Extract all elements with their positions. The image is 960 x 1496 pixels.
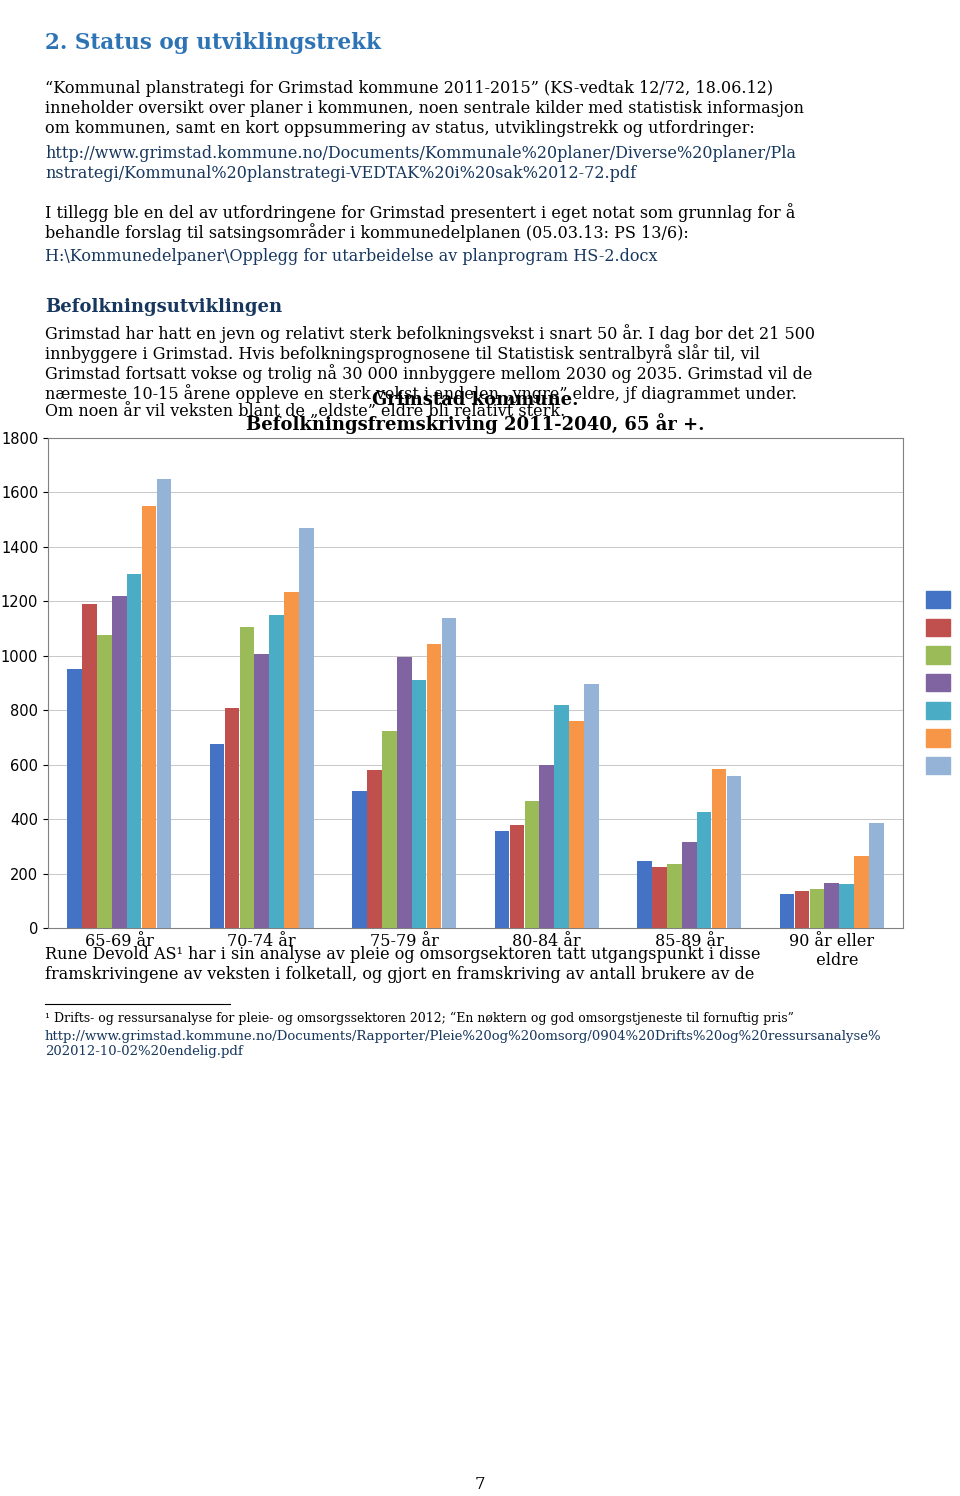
Bar — [284, 592, 299, 928]
Text: nstrategi/Kommunal%20planstrategi-VEDTAK%20i%20sak%2012-72.pdf: nstrategi/Kommunal%20planstrategi-VEDTAK… — [45, 165, 636, 183]
Bar — [727, 775, 741, 928]
Bar — [682, 842, 697, 928]
Bar — [209, 744, 224, 928]
Text: H:\Kommunedelpaner\Opplegg for utarbeidelse av planprogram HS-2.docx: H:\Kommunedelpaner\Opplegg for utarbeide… — [45, 248, 658, 265]
Bar — [870, 823, 884, 928]
Bar — [240, 627, 254, 928]
Bar — [397, 657, 412, 928]
Text: innbyggere i Grimstad. Hvis befolkningsprognosene til Statistisk sentralbyrå slå: innbyggere i Grimstad. Hvis befolkningsp… — [45, 344, 760, 364]
Bar — [540, 764, 554, 928]
Bar — [555, 705, 569, 928]
Bar — [442, 618, 456, 928]
Text: Grimstad fortsatt vokse og trolig nå 30 000 innbyggere mellom 2030 og 2035. Grim: Grimstad fortsatt vokse og trolig nå 30 … — [45, 364, 812, 383]
Bar — [569, 721, 584, 928]
Text: http://www.grimstad.kommune.no/Documents/Kommunale%20planer/Diverse%20planer/Pla: http://www.grimstad.kommune.no/Documents… — [45, 145, 796, 162]
Text: framskrivingene av veksten i folketall, og gjort en framskriving av antall bruke: framskrivingene av veksten i folketall, … — [45, 966, 755, 983]
Text: 7: 7 — [474, 1477, 486, 1493]
Bar — [780, 895, 794, 928]
Text: nærmeste 10-15 årene oppleve en sterk vekst i andelen „yngre” eldre, jf diagramm: nærmeste 10-15 årene oppleve en sterk ve… — [45, 384, 797, 402]
Text: 202012-10-02%20endelig.pdf: 202012-10-02%20endelig.pdf — [45, 1046, 243, 1058]
Bar — [142, 506, 156, 928]
Bar — [524, 802, 540, 928]
Bar — [809, 889, 824, 928]
Bar — [367, 770, 381, 928]
Legend: 2011, 2015, 2020, 2025, 2030, 2035, 2040: 2011, 2015, 2020, 2025, 2030, 2035, 2040 — [920, 585, 960, 781]
Bar — [97, 636, 111, 928]
Text: “Kommunal planstrategi for Grimstad kommune 2011-2015” (KS-vedtak 12/72, 18.06.1: “Kommunal planstrategi for Grimstad komm… — [45, 79, 773, 97]
Text: Om noen år vil veksten blant de „eldste” eldre bli relativt sterk.: Om noen år vil veksten blant de „eldste”… — [45, 404, 565, 420]
Text: Grimstad har hatt en jevn og relativt sterk befolkningsvekst i snart 50 år. I da: Grimstad har hatt en jevn og relativt st… — [45, 325, 815, 343]
Text: om kommunen, samt en kort oppsummering av status, utviklingstrekk og utfordringe: om kommunen, samt en kort oppsummering a… — [45, 120, 755, 138]
Bar — [697, 812, 711, 928]
Bar — [127, 574, 141, 928]
Bar — [300, 528, 314, 928]
Bar — [82, 604, 97, 928]
Bar — [854, 856, 869, 928]
Bar — [795, 892, 809, 928]
Bar — [352, 790, 367, 928]
Bar — [156, 479, 172, 928]
Bar — [270, 615, 284, 928]
Bar — [637, 862, 652, 928]
Text: 2. Status og utviklingstrekk: 2. Status og utviklingstrekk — [45, 31, 381, 54]
Bar — [839, 884, 854, 928]
Bar — [712, 769, 727, 928]
Text: Rune Devold AS¹ har i sin analyse av pleie og omsorgsektoren tatt utgangspunkt i: Rune Devold AS¹ har i sin analyse av ple… — [45, 945, 760, 963]
Text: I tillegg ble en del av utfordringene for Grimstad presentert i eget notat som g: I tillegg ble en del av utfordringene fo… — [45, 203, 796, 221]
Bar — [427, 643, 442, 928]
Title: Grimstad kommune.
Befolkningsfremskriving 2011-2040, 65 år +.: Grimstad kommune. Befolkningsfremskrivin… — [247, 392, 705, 434]
Bar — [667, 865, 682, 928]
Bar — [510, 824, 524, 928]
Bar — [825, 883, 839, 928]
Bar — [112, 595, 127, 928]
Bar — [585, 684, 599, 928]
Bar — [254, 654, 269, 928]
Bar — [412, 681, 426, 928]
Bar — [652, 866, 666, 928]
Text: inneholder oversikt over planer i kommunen, noen sentrale kilder med statistisk : inneholder oversikt over planer i kommun… — [45, 100, 804, 117]
Bar — [382, 730, 396, 928]
Text: behandle forslag til satsingsområder i kommunedelplanen (05.03.13: PS 13/6):: behandle forslag til satsingsområder i k… — [45, 223, 688, 242]
Text: http://www.grimstad.kommune.no/Documents/Rapporter/Pleie%20og%20omsorg/0904%20Dr: http://www.grimstad.kommune.no/Documents… — [45, 1031, 881, 1043]
Bar — [494, 832, 509, 928]
Text: Befolkningsutviklingen: Befolkningsutviklingen — [45, 298, 282, 316]
Text: ¹ Drifts- og ressursanalyse for pleie- og omsorgssektoren 2012; “En nøktern og g: ¹ Drifts- og ressursanalyse for pleie- o… — [45, 1011, 794, 1025]
Bar — [225, 708, 239, 928]
Bar — [67, 669, 82, 928]
